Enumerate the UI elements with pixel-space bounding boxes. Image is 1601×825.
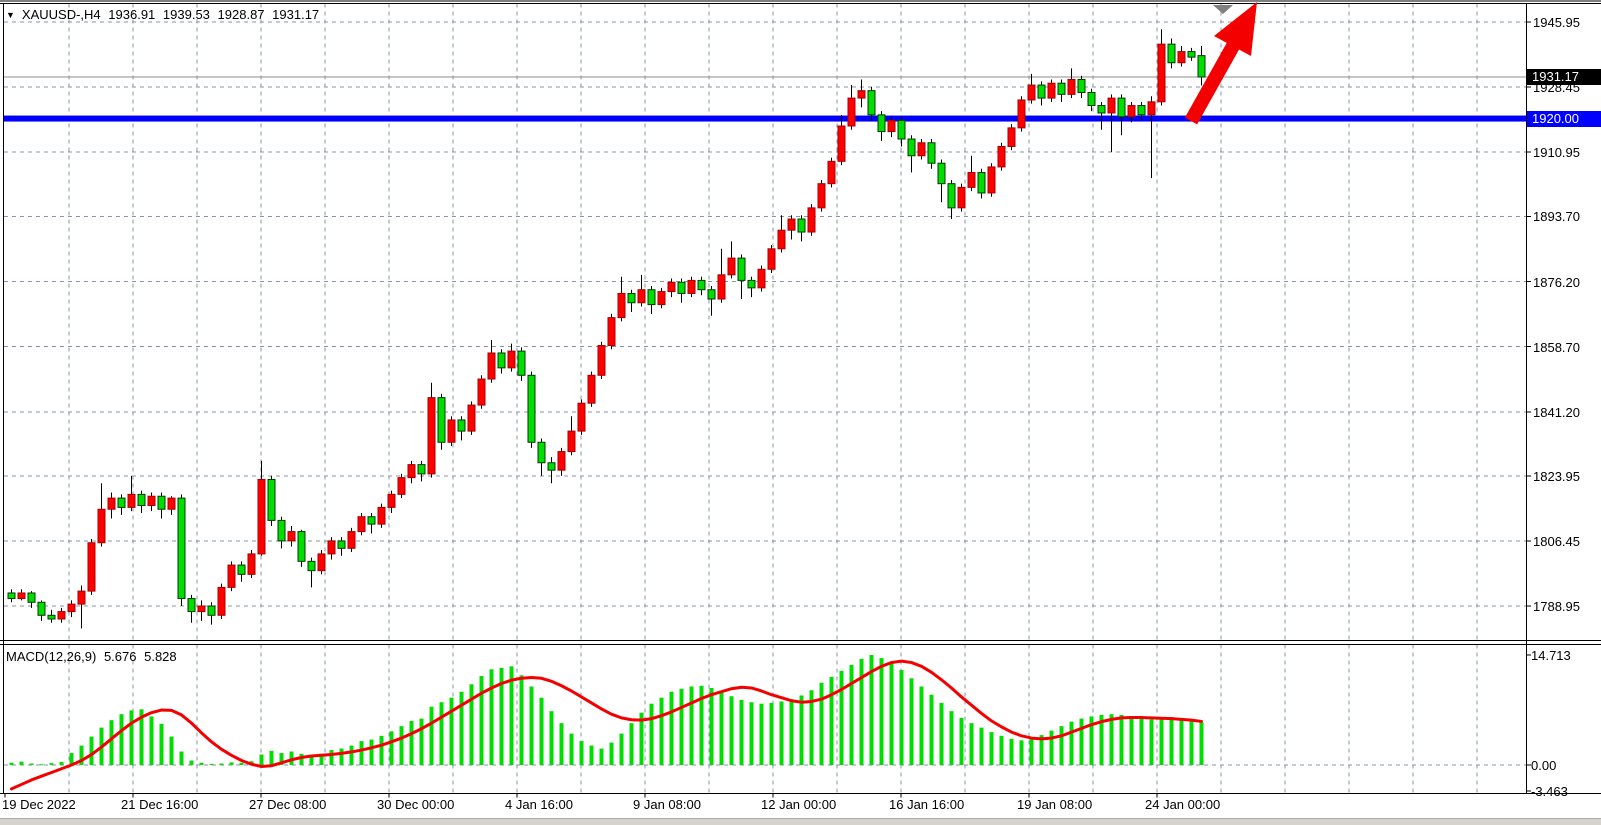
time-axis-label: 16 Jan 16:00 [889,797,965,812]
time-axis-label: 30 Dec 00:00 [377,797,455,812]
time-axis-label: 4 Jan 16:00 [505,797,573,812]
macd-signal-value: 5.828 [144,649,177,664]
time-axis-label: 9 Jan 08:00 [633,797,701,812]
time-axis-label: 24 Jan 00:00 [1145,797,1221,812]
red-up-arrow[interactable] [1184,2,1257,125]
price-axis-label: 1945.95 [1533,15,1580,30]
window-bottom-edge [0,818,1601,825]
ohlc-close-value: 1931.17 [272,7,320,22]
macd-signal-line [10,659,1203,791]
price-axis-label: 1858.70 [1533,339,1580,355]
price-axis-label: 1910.95 [1533,145,1580,161]
macd-axis-label: 14.713 [1531,648,1571,663]
support-level-line-1920[interactable] [4,115,1526,122]
level-1920-label: 1920.00 [1527,111,1601,127]
ohlc-high-value: 1939.53 [162,7,210,22]
symbol-dropdown-icon[interactable]: ▼ [6,10,15,20]
time-axis-label: 19 Jan 08:00 [1017,797,1093,812]
macd-name: MACD(12,26,9) [6,649,97,664]
current-price-label: 1931.17 [1527,69,1601,85]
price-axis-label: 1841.20 [1533,404,1580,420]
macd-axis-label: 0.00 [1531,758,1557,773]
marker-triangle-icon [1213,5,1233,14]
price-axis-label: 1806.45 [1533,534,1580,550]
time-axis-label: 21 Dec 16:00 [121,797,199,812]
price-axis-label: 1788.95 [1533,599,1580,615]
price-axis-label: 1893.70 [1533,209,1580,225]
symbol-timeframe-label: XAUUSD-,H4 [21,7,101,22]
ohlc-open-value: 1936.91 [108,7,156,22]
time-axis-label: 19 Dec 2022 [2,797,76,812]
macd-main-value: 5.676 [103,649,137,664]
macd-indicator-label: MACD(12,26,9) 5.676 5.828 [6,649,181,664]
ohlc-low-value: 1928.87 [217,7,265,22]
chart-header: ▼ XAUUSD-,H4 1936.91 1939.53 1928.87 1931… [6,7,323,22]
price-axis-label: 1823.95 [1533,468,1580,484]
macd-axis-label: -3.463 [1531,783,1568,799]
price-axis-label: 1876.20 [1533,274,1580,290]
time-axis-label: 27 Dec 08:00 [249,797,327,812]
time-axis-label: 12 Jan 00:00 [761,797,837,812]
